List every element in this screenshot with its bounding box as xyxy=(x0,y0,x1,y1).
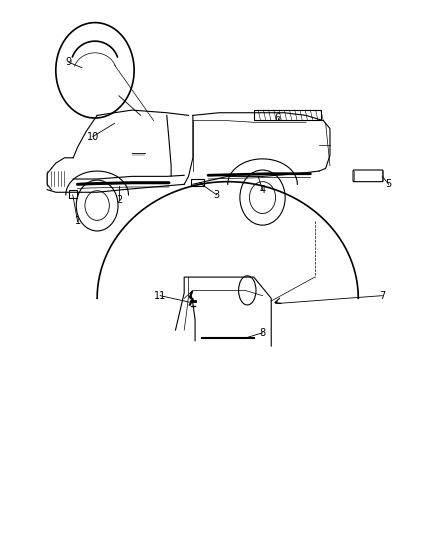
Text: 10: 10 xyxy=(87,132,99,142)
Text: 3: 3 xyxy=(214,190,220,200)
Text: 7: 7 xyxy=(379,290,385,301)
Text: 5: 5 xyxy=(385,179,392,189)
Text: 2: 2 xyxy=(116,195,122,205)
Text: 1: 1 xyxy=(74,216,81,227)
Text: 8: 8 xyxy=(259,328,265,338)
Text: 11: 11 xyxy=(154,290,166,301)
Text: 6: 6 xyxy=(275,113,281,123)
Text: 9: 9 xyxy=(66,58,72,67)
Text: 4: 4 xyxy=(259,184,265,195)
